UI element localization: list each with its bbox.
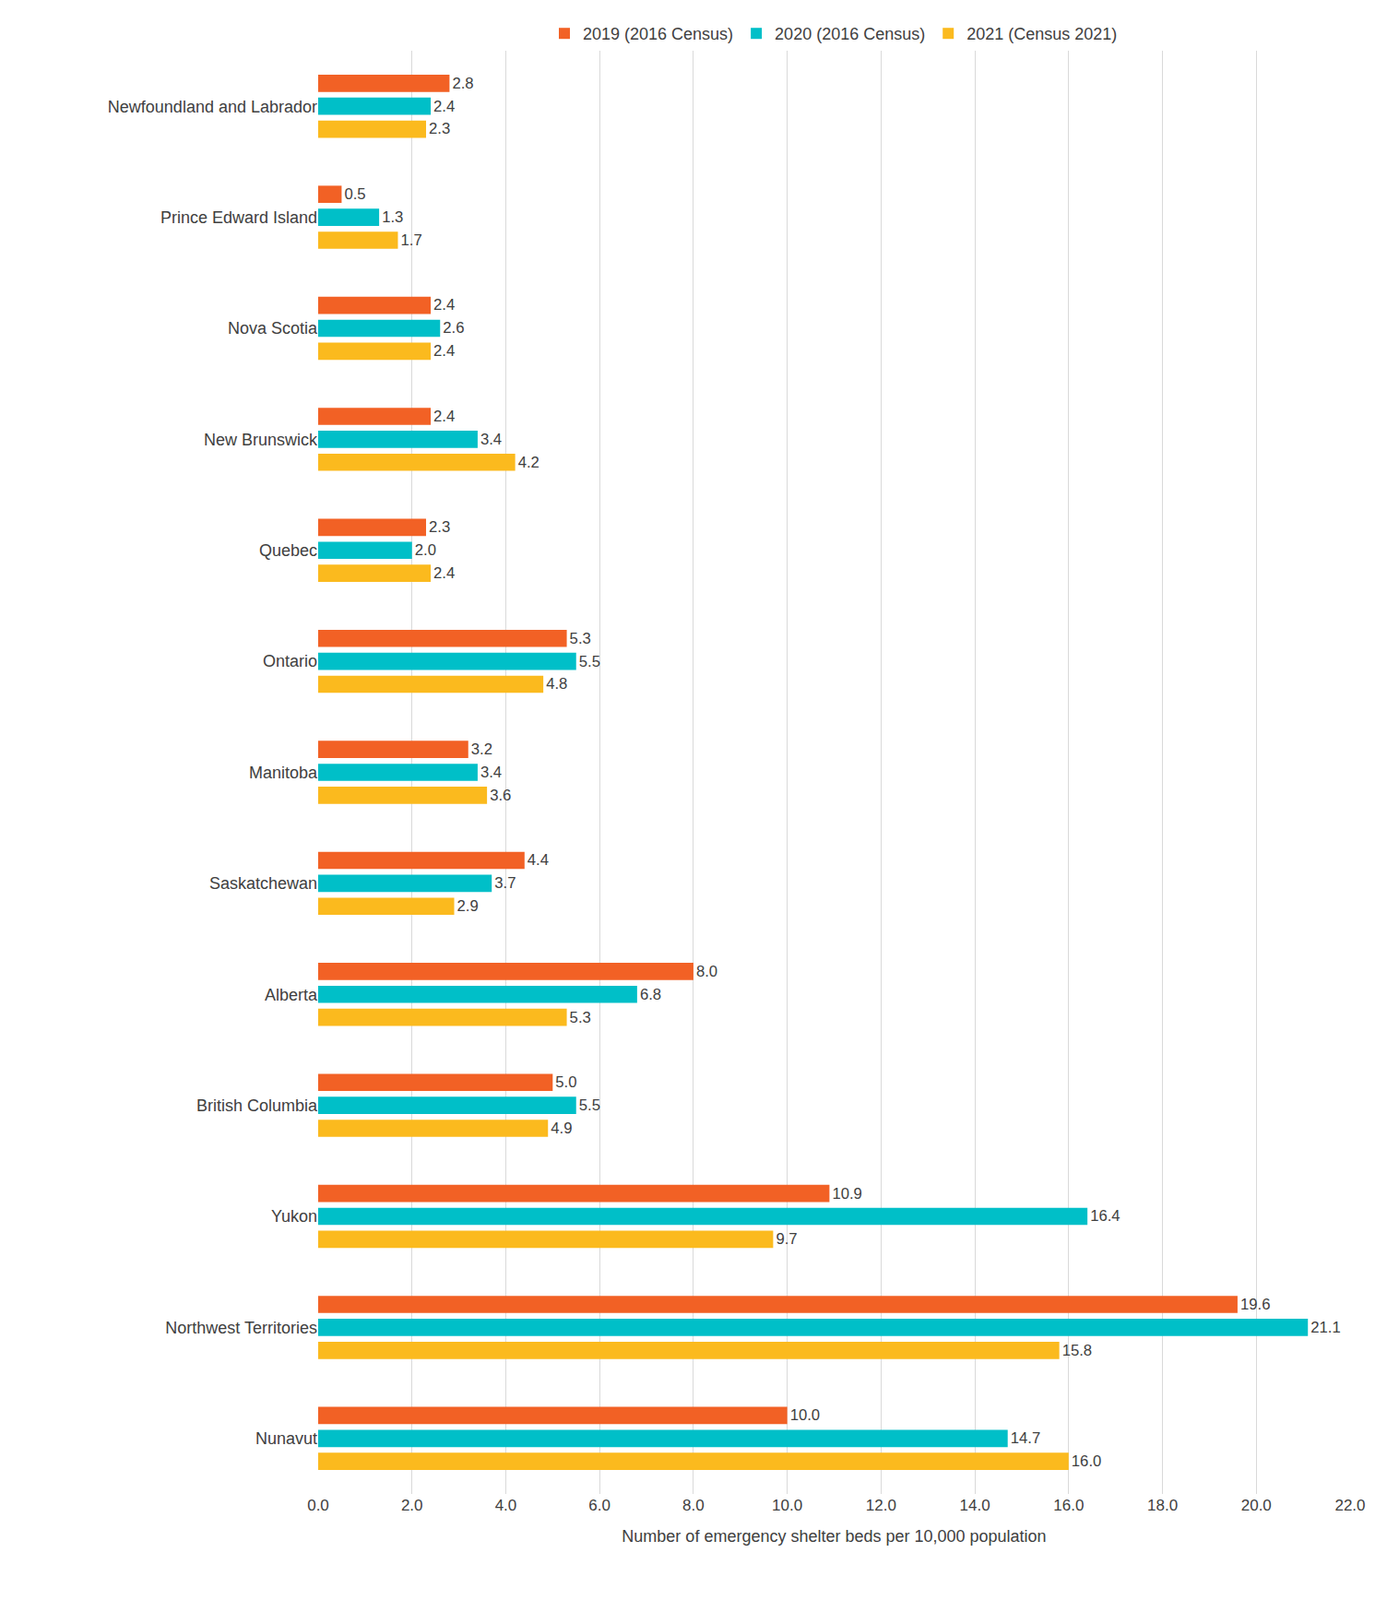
svg-text:Number of emergency shelter be: Number of emergency shelter beds per 10,…	[621, 1527, 1046, 1546]
svg-text:Quebec: Quebec	[259, 541, 318, 560]
svg-text:10.0: 10.0	[771, 1496, 803, 1515]
svg-text:3.6: 3.6	[489, 786, 511, 805]
svg-text:19.6: 19.6	[1240, 1295, 1270, 1314]
svg-text:2020 (2016 Census): 2020 (2016 Census)	[774, 24, 925, 44]
svg-text:10.0: 10.0	[790, 1406, 820, 1424]
svg-text:16.0: 16.0	[1071, 1452, 1102, 1470]
svg-text:4.8: 4.8	[545, 675, 568, 693]
svg-text:Nunavut: Nunavut	[255, 1429, 318, 1448]
svg-text:2.0: 2.0	[414, 541, 437, 559]
svg-text:2.4: 2.4	[433, 407, 455, 426]
svg-text:Prince Edward Island: Prince Edward Island	[160, 208, 318, 227]
svg-text:2019 (2016 Census): 2019 (2016 Census)	[582, 24, 734, 44]
svg-text:8.0: 8.0	[696, 962, 718, 981]
svg-text:8.0: 8.0	[682, 1496, 705, 1515]
svg-text:5.5: 5.5	[579, 652, 601, 671]
svg-text:4.0: 4.0	[495, 1496, 518, 1515]
svg-text:5.3: 5.3	[569, 629, 592, 648]
svg-text:2.9: 2.9	[457, 897, 479, 915]
svg-text:2.4: 2.4	[433, 296, 455, 314]
svg-text:3.2: 3.2	[471, 740, 493, 759]
svg-text:New Brunswick: New Brunswick	[203, 430, 319, 450]
svg-text:5.3: 5.3	[569, 1008, 592, 1027]
svg-text:Nova Scotia: Nova Scotia	[227, 319, 319, 338]
svg-text:9.7: 9.7	[775, 1230, 797, 1248]
svg-text:16.4: 16.4	[1090, 1207, 1120, 1225]
svg-text:3.7: 3.7	[494, 874, 516, 892]
svg-text:5.0: 5.0	[555, 1073, 577, 1091]
svg-text:3.4: 3.4	[480, 763, 502, 782]
svg-text:4.2: 4.2	[518, 453, 540, 472]
svg-text:4.4: 4.4	[527, 851, 549, 869]
svg-text:2.4: 2.4	[433, 97, 455, 116]
svg-text:4.9: 4.9	[550, 1119, 572, 1138]
svg-text:5.5: 5.5	[579, 1096, 601, 1115]
svg-text:1.7: 1.7	[400, 231, 422, 249]
svg-text:14.0: 14.0	[960, 1496, 991, 1515]
svg-text:12.0: 12.0	[865, 1496, 897, 1515]
svg-text:Ontario: Ontario	[262, 652, 318, 671]
svg-text:Northwest Territories: Northwest Territories	[165, 1318, 318, 1338]
svg-text:2.8: 2.8	[451, 74, 474, 93]
svg-text:2.4: 2.4	[433, 564, 455, 582]
svg-text:21.1: 21.1	[1310, 1318, 1340, 1337]
svg-text:Yukon: Yukon	[271, 1207, 318, 1226]
svg-text:Alberta: Alberta	[264, 985, 319, 1005]
svg-text:6.8: 6.8	[640, 985, 662, 1004]
svg-text:3.4: 3.4	[480, 430, 502, 449]
svg-text:Newfoundland and Labrador: Newfoundland and Labrador	[107, 96, 318, 116]
svg-text:2.4: 2.4	[433, 342, 455, 360]
svg-text:British Columbia: British Columbia	[196, 1096, 319, 1115]
svg-text:14.7: 14.7	[1010, 1429, 1041, 1447]
svg-text:Saskatchewan: Saskatchewan	[209, 874, 318, 893]
svg-text:15.8: 15.8	[1062, 1341, 1092, 1360]
svg-text:0.5: 0.5	[343, 185, 366, 203]
svg-text:20.0: 20.0	[1241, 1496, 1272, 1515]
svg-text:16.0: 16.0	[1053, 1496, 1084, 1515]
svg-text:22.0: 22.0	[1334, 1496, 1365, 1515]
svg-text:0.0: 0.0	[307, 1496, 330, 1515]
svg-text:6.0: 6.0	[588, 1496, 611, 1515]
svg-text:10.9: 10.9	[831, 1185, 862, 1203]
svg-text:2021 (Census 2021): 2021 (Census 2021)	[966, 24, 1117, 44]
svg-text:18.0: 18.0	[1147, 1496, 1178, 1515]
svg-text:Manitoba: Manitoba	[248, 763, 319, 783]
svg-text:2.0: 2.0	[401, 1496, 424, 1515]
svg-text:2.3: 2.3	[428, 119, 451, 138]
svg-text:2.3: 2.3	[428, 518, 451, 536]
svg-text:1.3: 1.3	[381, 208, 404, 226]
svg-text:2.6: 2.6	[442, 319, 464, 337]
